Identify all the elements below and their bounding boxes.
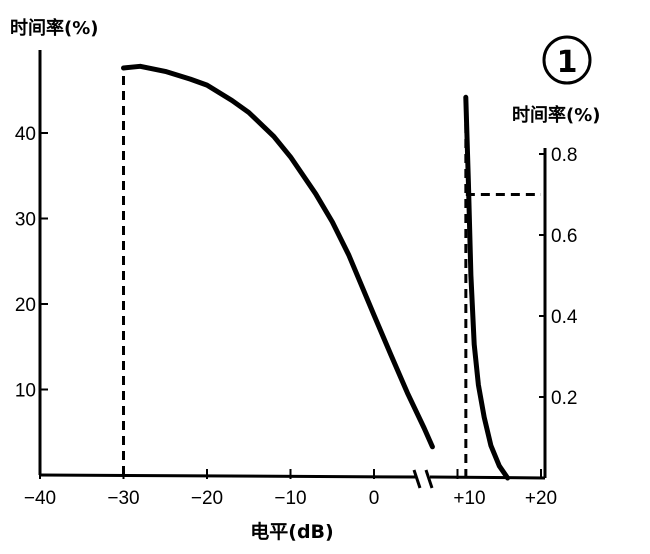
left-axis-title: 时间率(%) [10, 17, 99, 39]
right-axis-series-line [463, 94, 511, 481]
x-axis-title: 电平(dB) [250, 520, 333, 543]
x-axis-left-segment [39, 473, 417, 479]
left-y-tick-label: 40 [15, 124, 36, 145]
right-y-tick-label: 0.2 [551, 388, 577, 409]
series-group [121, 63, 511, 481]
left-axis-series-line [121, 63, 435, 450]
x-tick-label: +10 [453, 488, 485, 509]
x-tick-label: −30 [107, 488, 139, 509]
reference-lines [122, 68, 541, 478]
left-y-tick-label: 30 [15, 210, 36, 231]
x-tick-label: −10 [274, 488, 306, 509]
x-tick-label: 0 [369, 488, 380, 509]
right-axis-title: 时间率(%) [512, 104, 601, 126]
right-y-tick-label: 0.4 [551, 307, 578, 328]
x-tick-label: −20 [191, 488, 223, 509]
x-axis-right-segment [429, 475, 546, 480]
figure-number-badge: 1 [542, 35, 592, 85]
right-y-tick-label: 0.8 [551, 145, 577, 166]
axis-break-mark-2 [424, 469, 434, 489]
axes [38, 50, 547, 489]
right-y-tick-label: 0.6 [551, 226, 577, 247]
badge-circle [542, 35, 592, 85]
tick-group: −40 −30 −20 −10 0 +10 +20 10 20 30 40 0.2 0.4 0.6 0.8 [15, 124, 578, 509]
left-y-tick-label: 10 [15, 381, 36, 402]
left-y-tick-label: 20 [15, 295, 36, 316]
x-tick-label: +20 [525, 488, 557, 509]
x-tick-label: −40 [24, 488, 56, 509]
badge-number: 1 [557, 45, 578, 80]
axis-break-mark-1 [412, 469, 422, 489]
